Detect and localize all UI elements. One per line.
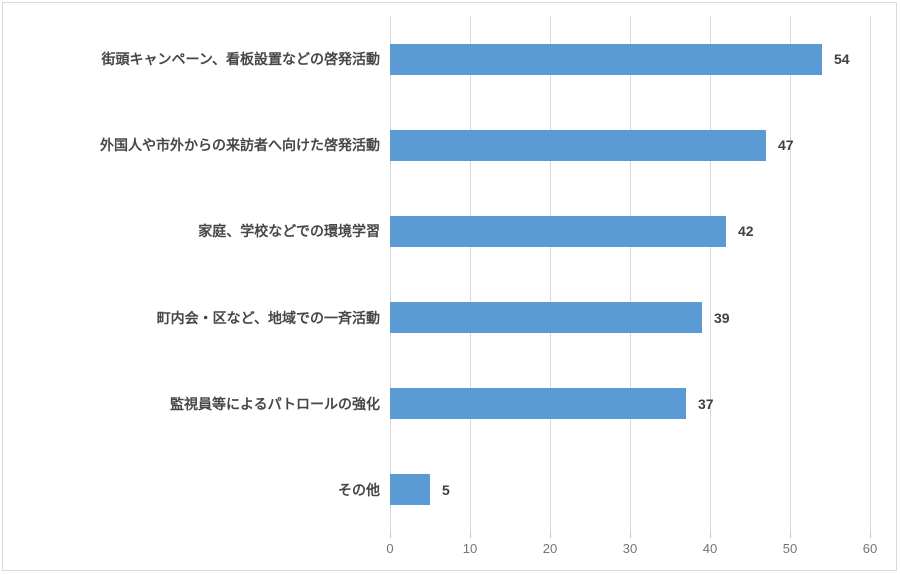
bar: [390, 474, 430, 506]
category-label: 監視員等によるパトロールの強化: [170, 395, 380, 412]
category-label: その他: [338, 481, 380, 498]
category-label: 外国人や市外からの来訪者へ向けた啓発活動: [100, 137, 380, 154]
bar: [390, 302, 702, 334]
x-axis-tick-label: 10: [462, 541, 478, 556]
x-axis-tick-label: 20: [542, 541, 558, 556]
x-gridline: [390, 16, 391, 533]
bar: [390, 215, 726, 247]
x-axis-tick-label: 0: [386, 541, 394, 556]
x-gridline: [630, 16, 631, 533]
x-gridline: [870, 16, 871, 533]
x-axis-tick-label: 30: [622, 541, 638, 556]
bar: [390, 388, 686, 420]
x-tick-mark: [870, 533, 871, 538]
x-tick-mark: [710, 533, 711, 538]
x-tick-mark: [630, 533, 631, 538]
x-gridline: [550, 16, 551, 533]
value-label: 37: [698, 395, 714, 412]
x-axis-tick-label: 60: [862, 541, 878, 556]
category-label: 家庭、学校などでの環境学習: [198, 223, 380, 240]
x-tick-mark: [470, 533, 471, 538]
x-axis-tick-label: 50: [782, 541, 798, 556]
bar: [390, 129, 766, 161]
value-label: 39: [714, 309, 730, 326]
category-label: 街頭キャンペーン、看板設置などの啓発活動: [101, 51, 380, 68]
value-label: 54: [834, 51, 850, 68]
x-tick-mark: [790, 533, 791, 538]
value-label: 47: [778, 137, 794, 154]
x-tick-mark: [550, 533, 551, 538]
x-axis-tick-label: 40: [702, 541, 718, 556]
x-tick-mark: [390, 533, 391, 538]
x-gridline: [470, 16, 471, 533]
category-label: 町内会・区など、地域での一斉活動: [156, 309, 380, 326]
value-label: 5: [442, 481, 450, 498]
x-gridline: [710, 16, 711, 533]
bar: [390, 43, 822, 75]
x-gridline: [790, 16, 791, 533]
value-label: 42: [738, 223, 754, 240]
